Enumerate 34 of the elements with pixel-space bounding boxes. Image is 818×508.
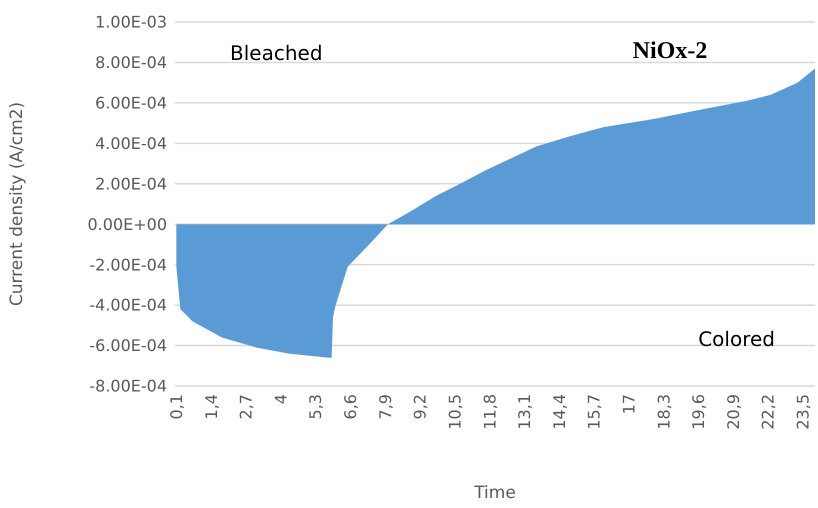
x-tick-label: 19,6 xyxy=(689,394,708,430)
x-tick-label: 2,7 xyxy=(236,394,256,420)
text: NiOx-2 xyxy=(632,38,708,64)
x-tick-label: 9,2 xyxy=(410,394,430,420)
x-tick-label: 7,9 xyxy=(376,394,395,420)
x-tick-label: 23,5 xyxy=(794,394,813,430)
y-tick-label: 0.00E+00 xyxy=(88,214,167,234)
y-tick-label: -2.00E-04 xyxy=(89,255,167,274)
y-tick-label: -6.00E-04 xyxy=(89,336,167,356)
y-tick-label: 2.00E-04 xyxy=(95,174,167,194)
annotation: Colored xyxy=(698,327,775,351)
x-tick-label: 18,3 xyxy=(654,394,674,430)
y-tick-label: -8.00E-04 xyxy=(89,376,167,396)
annotation: Bleached xyxy=(230,41,323,65)
x-tick-label: 4 xyxy=(271,394,290,404)
x-tick-label: 11,8 xyxy=(480,394,500,430)
y-tick-label: 4.00E-04 xyxy=(95,134,167,153)
x-tick-label: 13,1 xyxy=(515,394,534,430)
y-tick-label: 1.00E-03 xyxy=(95,12,167,32)
x-tick-label: 10,5 xyxy=(445,394,464,430)
y-tick-label: 8.00E-04 xyxy=(95,53,167,72)
x-tick-label: 17 xyxy=(619,394,638,414)
x-tick-label: 22,2 xyxy=(758,394,778,430)
x-tick-label: 20,9 xyxy=(724,394,743,430)
x-tick-label: 1,4 xyxy=(202,394,221,420)
x-tick-label: 5,3 xyxy=(306,394,326,420)
y-axis-title: Current density (A/cm2) xyxy=(7,102,27,306)
y-tick-label: 6.00E-04 xyxy=(95,93,167,112)
x-tick-label: 15,7 xyxy=(584,394,604,430)
x-tick-label: 14,4 xyxy=(550,394,569,430)
x-tick-label: 0,1 xyxy=(166,394,186,420)
x-tick-label: 6,6 xyxy=(340,394,360,420)
x-axis-title: Time xyxy=(473,483,516,503)
y-tick-label: -4.00E-04 xyxy=(89,296,167,315)
